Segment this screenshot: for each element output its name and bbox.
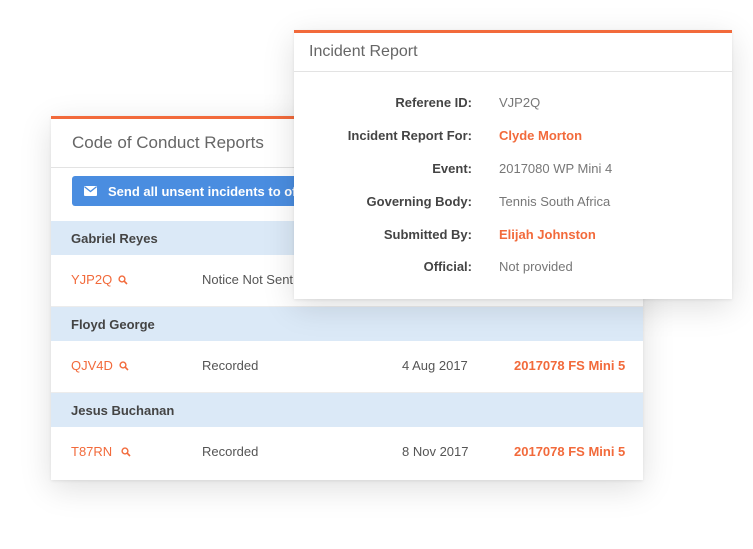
group-header: Floyd George (51, 307, 643, 341)
detail-label: Governing Body: (366, 194, 472, 209)
report-status: Recorded (202, 444, 259, 459)
coc-toolbar: Send all unsent incidents to official (51, 168, 643, 221)
detail-value: Tennis South Africa (499, 194, 611, 209)
search-icon[interactable] (118, 274, 128, 285)
detail-row-incident-for: Incident Report For: Clyde Morton (294, 128, 732, 148)
submitter-link[interactable]: Elijah Johnston (499, 227, 596, 242)
detail-row-event: Event: 2017080 WP Mini 4 (294, 161, 732, 181)
incident-title: Incident Report (294, 33, 732, 72)
detail-label: Submitted By: (383, 227, 472, 242)
event-link[interactable]: 2017078 FS Mini 5 (514, 444, 626, 459)
report-id-link[interactable]: T87RN (71, 444, 131, 459)
table-row: QJV4D Recorded 4 Aug 2017 2017078 FS Min… (51, 341, 643, 393)
detail-row-governing-body: Governing Body: Tennis South Africa (294, 194, 732, 214)
search-icon[interactable] (121, 446, 131, 457)
player-name: Jesus Buchanan (71, 402, 175, 418)
report-id[interactable]: YJP2Q (71, 272, 113, 287)
detail-value: 2017080 WP Mini 4 (499, 161, 613, 176)
detail-label: Official: (423, 259, 472, 274)
send-button-label: Send all unsent incidents to official (108, 183, 322, 199)
report-status: Notice Not Sent (202, 272, 294, 287)
report-date: 4 Aug 2017 (402, 358, 468, 373)
detail-row-reference-id: Referene ID: VJP2Q (294, 95, 732, 115)
report-id-link[interactable]: QJV4D (71, 358, 129, 373)
table-row: T87RN Recorded 8 Nov 2017 2017078 FS Min… (51, 427, 643, 479)
report-date: 8 Nov 2017 (402, 444, 469, 459)
incident-report-card: Incident Report Referene ID: VJP2Q Incid… (294, 30, 732, 299)
detail-value: Not provided (499, 259, 573, 274)
detail-label: Event: (432, 161, 472, 176)
report-id-link[interactable]: YJP2Q (71, 272, 128, 287)
send-unsent-incidents-button[interactable]: Send all unsent incidents to official (72, 176, 322, 206)
table-row: YJP2Q Notice Not Sent (51, 255, 643, 307)
player-name: Floyd George (71, 316, 155, 332)
report-id[interactable]: T87RN (71, 444, 113, 459)
detail-row-official: Official: Not provided (294, 259, 732, 279)
search-icon[interactable] (119, 360, 129, 371)
group-header: Jesus Buchanan (51, 393, 643, 427)
player-name: Gabriel Reyes (71, 230, 158, 246)
report-status: Recorded (202, 358, 259, 373)
player-link[interactable]: Clyde Morton (499, 128, 583, 143)
detail-label: Referene ID: (395, 95, 472, 110)
detail-row-submitted-by: Submitted By: Elijah Johnston (294, 227, 732, 247)
report-id[interactable]: QJV4D (71, 358, 113, 373)
envelope-icon (84, 186, 97, 196)
detail-label: Incident Report For: (347, 128, 472, 143)
event-link[interactable]: 2017078 FS Mini 5 (514, 358, 626, 373)
detail-value: VJP2Q (499, 95, 541, 110)
